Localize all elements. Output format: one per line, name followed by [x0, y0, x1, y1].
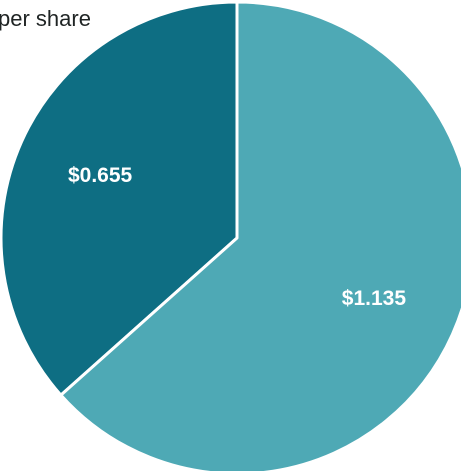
chart-title: per share	[0, 6, 91, 31]
pie-slice-2	[59, 0, 461, 471]
slice-value-label-2: $1.135	[342, 287, 407, 310]
pie-labels: $0.655 $1.135	[68, 164, 406, 310]
slice-value-label-1: $0.655	[68, 164, 133, 187]
pie-slice-1	[0, 0, 239, 397]
